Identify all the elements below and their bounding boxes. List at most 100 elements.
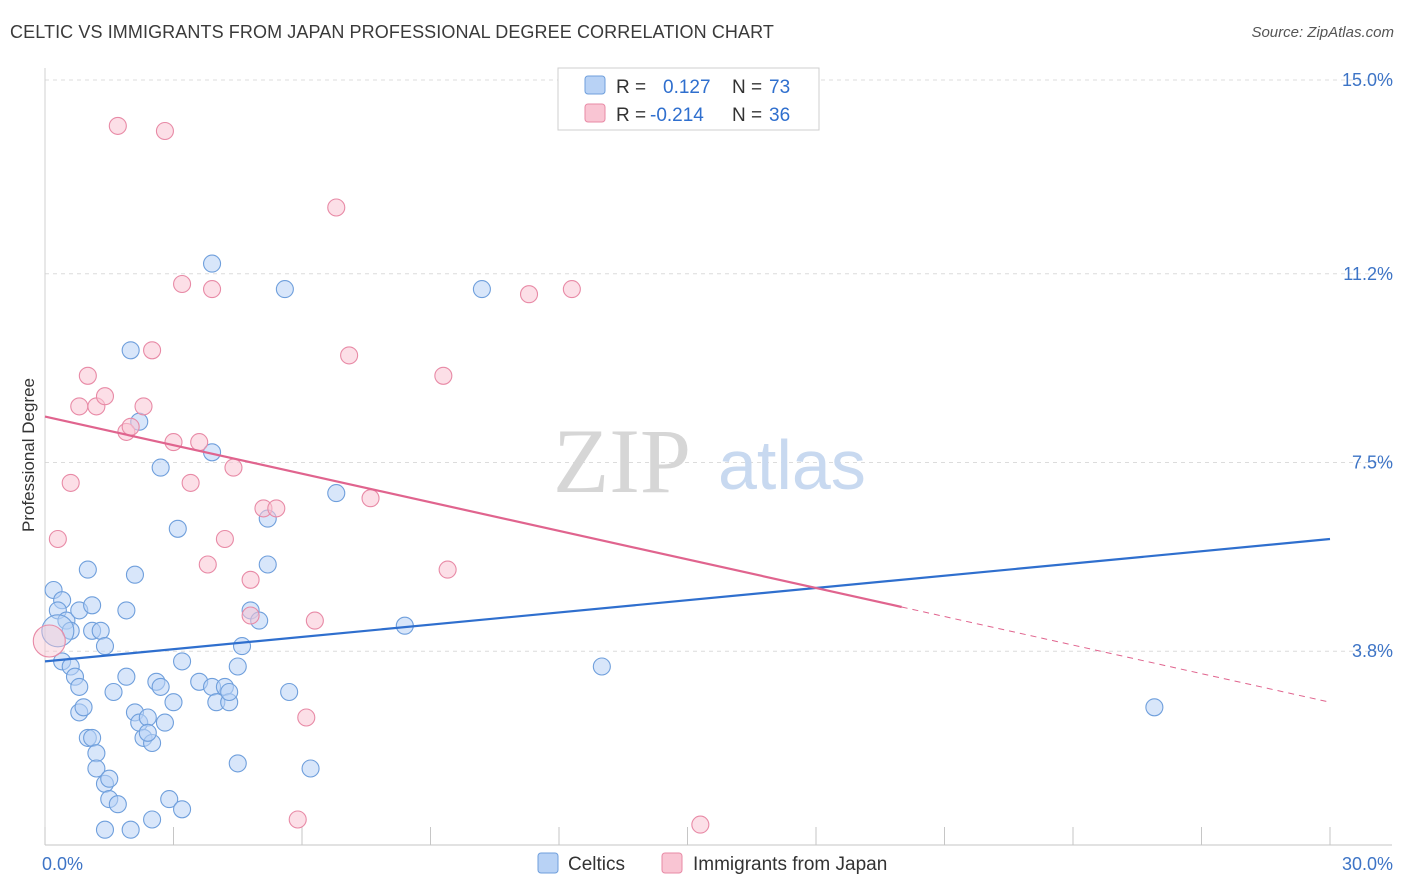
y-axis-label: Professional Degree — [19, 378, 38, 532]
point-celtics — [91, 621, 110, 640]
series-legend-swatch-japan — [661, 852, 683, 874]
point-japan — [164, 433, 183, 452]
y-tick-label: 7.5% — [1352, 453, 1393, 473]
point-japan — [241, 570, 260, 589]
point-japan — [155, 121, 174, 141]
point-celtics — [151, 677, 170, 696]
legend-r-label-celtics: R = — [616, 77, 646, 98]
point-celtics — [164, 693, 183, 712]
trend-lines — [44, 415, 1331, 703]
axes — [44, 68, 1392, 846]
legend-n-label-celtics: N = — [732, 77, 762, 98]
point-japan — [32, 624, 66, 658]
point-celtics — [100, 769, 119, 788]
y-tick-label: 15.0% — [1342, 70, 1393, 90]
point-japan — [108, 116, 127, 135]
series-legend-label-celtics: Celtics — [568, 854, 625, 875]
x-tick-label-max: 30.0% — [1342, 854, 1393, 874]
point-japan — [48, 529, 67, 549]
trend-line-japan-extrapolated — [901, 606, 1331, 703]
point-celtics — [138, 723, 157, 742]
point-celtics — [173, 652, 192, 671]
legend-n-value-japan: 36 — [769, 105, 790, 126]
watermark-zip: ZIP — [553, 410, 691, 512]
point-japan — [143, 341, 162, 360]
point-japan — [305, 611, 324, 630]
point-japan — [562, 280, 581, 299]
source-label: Source: ZipAtlas.com — [1251, 24, 1394, 41]
legend-n-label-japan: N = — [732, 105, 762, 126]
point-japan — [438, 560, 457, 579]
trend-line-celtics — [44, 537, 1331, 663]
watermark-atlas: atlas — [718, 426, 866, 504]
point-celtics — [203, 254, 222, 273]
point-japan — [203, 280, 222, 299]
point-celtics — [228, 657, 247, 676]
point-japan — [691, 815, 710, 834]
point-japan — [340, 346, 359, 365]
point-celtics — [472, 280, 491, 299]
series-legend-label-japan: Immigrants from Japan — [693, 854, 887, 875]
point-celtics — [41, 614, 75, 648]
point-celtics — [117, 601, 136, 620]
point-celtics — [125, 565, 144, 584]
point-celtics — [143, 810, 162, 829]
y-tick-label: 11.2% — [1343, 264, 1393, 284]
y-tick-label: 3.8% — [1352, 641, 1393, 661]
point-celtics — [327, 484, 346, 503]
point-japan — [190, 433, 209, 452]
point-japan — [519, 285, 539, 304]
point-celtics — [220, 682, 239, 702]
watermark: ZIP atlas — [553, 410, 866, 512]
point-celtics — [258, 555, 277, 574]
point-japan — [134, 397, 153, 416]
point-celtics — [138, 708, 157, 727]
point-celtics — [83, 728, 102, 747]
legend-r-value-japan: -0.214 — [650, 105, 704, 126]
point-japan — [241, 606, 260, 625]
point-celtics — [301, 759, 320, 778]
legend-r-value-celtics: 0.127 — [663, 77, 711, 98]
chart-title: CELTIC VS IMMIGRANTS FROM JAPAN PROFESSI… — [10, 22, 774, 42]
scatter-points — [32, 116, 1164, 839]
trend-line-japan — [44, 415, 902, 609]
point-celtics — [280, 682, 299, 702]
point-celtics — [117, 667, 136, 686]
gridlines — [45, 79, 1392, 652]
series-legend-swatch-celtics — [537, 852, 559, 874]
y-tick-labels: 3.8% 7.5% 11.2% 15.0% — [1342, 70, 1393, 661]
point-celtics — [121, 820, 140, 839]
point-celtics — [87, 744, 106, 763]
point-japan — [297, 708, 316, 727]
legend-n-value-celtics: 73 — [769, 77, 790, 98]
point-japan — [215, 529, 234, 549]
x-tick-label-min: 0.0% — [42, 854, 83, 874]
point-japan — [95, 387, 115, 406]
point-celtics — [95, 820, 115, 839]
point-celtics — [160, 790, 179, 809]
point-celtics — [151, 458, 170, 477]
point-celtics — [275, 280, 294, 299]
point-japan — [267, 499, 286, 518]
point-celtics — [70, 677, 89, 696]
point-japan — [181, 473, 200, 492]
x-tick-labels: 0.0% 30.0% — [42, 854, 1393, 874]
point-japan — [288, 810, 307, 829]
point-celtics — [83, 596, 102, 615]
point-japan — [361, 489, 380, 508]
point-celtics — [232, 637, 252, 656]
point-celtics — [168, 519, 187, 538]
point-celtics — [108, 795, 127, 814]
point-celtics — [104, 682, 123, 702]
point-celtics — [1145, 698, 1164, 717]
point-japan — [121, 417, 140, 436]
point-celtics — [87, 759, 106, 778]
point-japan — [434, 366, 453, 385]
point-celtics — [121, 341, 140, 360]
point-celtics — [173, 800, 192, 819]
point-japan — [224, 458, 243, 477]
legend-swatch-japan — [584, 103, 606, 123]
point-japan — [70, 397, 89, 416]
point-celtics — [228, 754, 247, 773]
